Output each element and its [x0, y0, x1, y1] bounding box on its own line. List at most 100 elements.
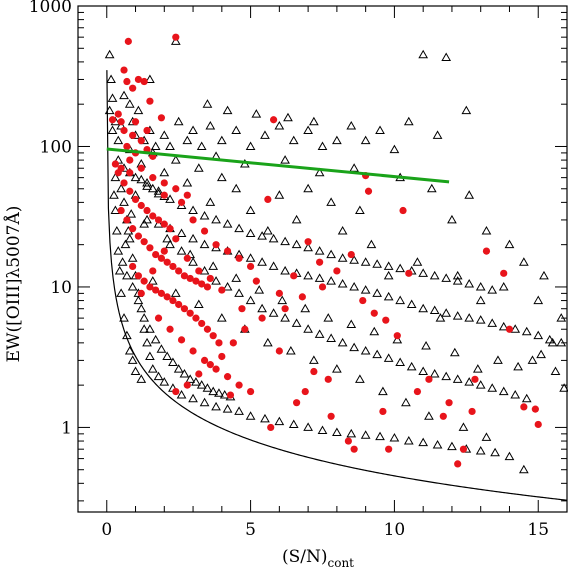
red-point — [290, 272, 298, 280]
x-tick-label: 5 — [245, 520, 256, 540]
triangle-point — [231, 125, 242, 134]
red-point — [264, 195, 272, 203]
triangle-point — [314, 246, 325, 255]
triangle-point — [435, 313, 446, 322]
triangle-point — [475, 380, 486, 389]
red-point — [379, 407, 387, 416]
triangle-point — [429, 270, 440, 280]
triangle-point — [518, 257, 529, 266]
red-point — [293, 399, 301, 407]
red-point — [126, 169, 134, 177]
triangle-point — [124, 345, 135, 355]
red-point — [359, 296, 367, 305]
triangle-point — [176, 228, 187, 238]
triangle-point — [245, 228, 256, 238]
red-point — [189, 347, 197, 355]
triangle-point — [372, 288, 383, 297]
red-point — [241, 325, 249, 333]
triangle-point — [168, 357, 178, 366]
triangle-point — [366, 239, 377, 249]
triangle-point — [156, 344, 167, 353]
triangle-point — [346, 428, 357, 438]
triangle-point — [199, 210, 210, 220]
red-point — [439, 412, 447, 420]
triangle-point — [176, 390, 187, 399]
triangle-point — [234, 288, 244, 297]
triangle-point — [234, 406, 244, 415]
triangle-point — [274, 190, 285, 199]
triangle-point — [202, 383, 213, 392]
plot-frame — [77, 5, 568, 513]
triangle-point — [490, 447, 500, 457]
triangle-point — [355, 374, 365, 383]
triangle-point — [401, 397, 411, 407]
red-point — [117, 206, 125, 215]
triangle-point — [139, 324, 150, 333]
triangle-point — [498, 386, 509, 396]
triangle-point — [262, 337, 273, 347]
y-tick-label: 100 — [40, 137, 72, 157]
triangle-point — [179, 369, 190, 378]
red-point — [405, 269, 413, 277]
red-point — [238, 305, 246, 313]
triangle-point — [360, 345, 371, 355]
triangle-point — [274, 416, 285, 426]
red-point — [310, 367, 318, 376]
triangle-point — [127, 355, 138, 364]
triangle-point — [332, 364, 342, 373]
triangle-point — [303, 125, 313, 134]
triangle-point — [170, 288, 181, 297]
red-point — [370, 309, 378, 317]
triangle-point — [142, 214, 152, 224]
red-point — [459, 445, 468, 453]
x-axis: 0 5 10 15 — [77, 6, 568, 540]
red-point — [235, 254, 243, 262]
red-point — [120, 66, 128, 74]
red-point — [152, 286, 160, 294]
triangle-point — [153, 371, 164, 381]
triangle-point — [369, 326, 380, 336]
y-tick-label: 10 — [50, 278, 72, 298]
triangle-point — [317, 141, 328, 150]
red-point — [149, 174, 157, 182]
triangle-point — [475, 445, 486, 455]
triangle-point — [326, 333, 336, 342]
triangle-point — [504, 239, 515, 249]
triangle-point — [208, 386, 219, 396]
triangle-point — [133, 105, 144, 115]
triangle-point — [360, 430, 371, 439]
red-point — [126, 156, 134, 164]
triangle-point — [245, 295, 256, 305]
triangle-point — [447, 214, 457, 224]
red-point — [129, 262, 137, 271]
red-point — [129, 225, 137, 233]
triangle-point — [504, 451, 515, 461]
triangle-point — [268, 233, 279, 243]
red-point — [120, 126, 128, 135]
triangle-point — [257, 303, 267, 313]
red-point — [134, 75, 143, 84]
red-point — [160, 179, 168, 187]
red-point — [160, 191, 168, 199]
red-point — [318, 283, 327, 291]
triangle-point — [231, 273, 242, 282]
red-point — [172, 387, 180, 396]
triangle-point — [383, 261, 394, 270]
red-point — [215, 339, 223, 347]
triangle-point — [447, 441, 457, 451]
red-point — [316, 258, 324, 266]
red-point — [154, 216, 163, 224]
triangle-point — [211, 401, 221, 411]
triangle-point — [349, 342, 360, 352]
red-point — [137, 201, 145, 210]
red-point — [189, 216, 197, 224]
red-point — [382, 316, 390, 324]
red-point — [500, 269, 508, 277]
triangle-point — [245, 411, 256, 420]
red-point — [177, 198, 186, 206]
triangle-point — [458, 422, 469, 431]
red-point — [198, 280, 206, 288]
triangle-point — [114, 265, 125, 275]
triangle-point — [268, 308, 279, 317]
triangle-point — [527, 355, 538, 364]
